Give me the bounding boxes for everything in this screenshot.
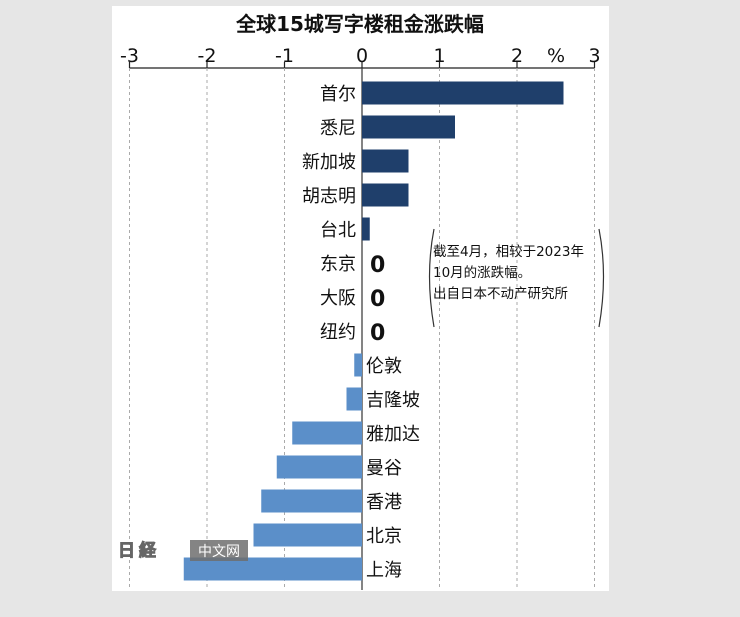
bar [253,523,362,547]
bars [183,81,564,581]
category-label: 吉隆坡 [366,390,420,411]
category-label: 新加坡 [302,152,356,173]
unit-label: % [547,45,565,67]
bar [276,455,362,479]
source-annotation: 截至4月，相较于2023年 10月的涨跌幅。 出自日本不动产研究所 [428,228,605,328]
annotation-line-3: 出自日本不动产研究所 [433,286,568,302]
category-label: 北京 [366,526,402,547]
tick-label: 0 [356,45,368,67]
watermark-site-box [190,540,248,561]
tick-label: -3 [120,45,139,67]
tick-label: -2 [198,45,217,67]
category-label: 伦敦 [366,356,402,377]
watermark-site-text: 中文网 [198,544,240,560]
category-label: 胡志明 [302,186,356,207]
x-axis-ticks: -3 -2 -1 0 1 2 3 [120,45,601,68]
watermark-logo-text: 日経 [118,540,160,561]
zero-value-label: 0 [370,253,385,278]
bar [362,81,564,105]
category-label: 雅加达 [366,424,420,445]
zero-value-label: 0 [370,287,385,312]
bar [292,421,362,445]
bar [261,489,362,513]
category-label: 东京 [320,254,356,275]
bar [362,149,409,173]
tick-label: 2 [511,45,523,67]
nikkei-watermark: 日経 中文网 [118,540,248,561]
zero-value-label: 0 [370,321,385,346]
tick-label: 3 [588,45,600,67]
category-label: 大阪 [320,288,356,309]
tick-label: -1 [275,45,294,67]
bar [362,183,409,207]
category-label: 纽约 [320,322,356,343]
category-label: 上海 [366,560,402,581]
annotation-line-1: 截至4月，相较于2023年 [433,244,584,260]
category-label: 香港 [366,492,402,513]
category-label: 首尔 [320,84,356,105]
annotation-line-2: 10月的涨跌幅。 [433,265,531,281]
annotation-right-bracket [598,228,605,328]
tick-label: 1 [433,45,445,67]
chart-title: 全球15城写字楼租金涨跌幅 [235,12,484,36]
annotation-left-bracket [428,228,435,328]
category-label: 曼谷 [366,458,402,479]
category-label: 台北 [320,220,356,241]
bar [183,557,362,581]
bar [354,353,362,377]
bar [346,387,362,411]
bar [362,217,370,241]
category-label: 悉尼 [320,118,356,139]
bar [362,115,455,139]
